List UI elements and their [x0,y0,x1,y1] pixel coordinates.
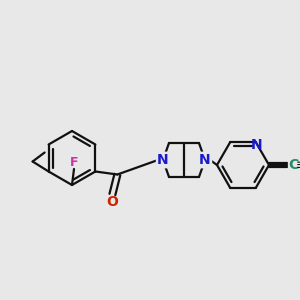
Text: F: F [70,155,78,169]
Text: O: O [106,196,118,209]
Text: C: C [288,158,298,172]
Text: N: N [199,153,211,167]
Text: N: N [157,153,169,167]
Text: N: N [251,139,263,152]
Text: ≡: ≡ [296,158,300,172]
Text: N: N [157,153,169,167]
Text: N: N [199,153,211,167]
